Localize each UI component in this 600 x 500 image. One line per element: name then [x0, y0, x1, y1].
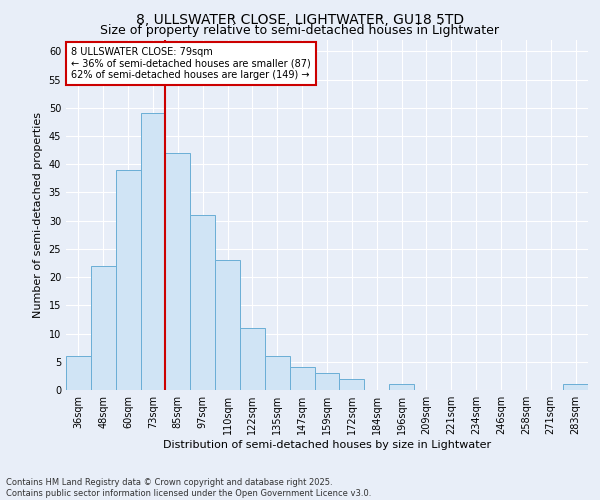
Bar [66, 356, 91, 390]
Bar [240, 328, 265, 390]
Bar [340, 378, 364, 390]
Bar [265, 356, 290, 390]
Bar [91, 266, 116, 390]
Bar [166, 153, 190, 390]
Text: Size of property relative to semi-detached houses in Lightwater: Size of property relative to semi-detach… [101, 24, 499, 37]
X-axis label: Distribution of semi-detached houses by size in Lightwater: Distribution of semi-detached houses by … [163, 440, 491, 450]
Bar [215, 260, 240, 390]
Text: 8, ULLSWATER CLOSE, LIGHTWATER, GU18 5TD: 8, ULLSWATER CLOSE, LIGHTWATER, GU18 5TD [136, 12, 464, 26]
Y-axis label: Number of semi-detached properties: Number of semi-detached properties [33, 112, 43, 318]
Bar [190, 215, 215, 390]
Bar [563, 384, 588, 390]
Text: Contains HM Land Registry data © Crown copyright and database right 2025.
Contai: Contains HM Land Registry data © Crown c… [6, 478, 371, 498]
Bar [389, 384, 414, 390]
Bar [290, 368, 314, 390]
Bar [140, 114, 166, 390]
Text: 8 ULLSWATER CLOSE: 79sqm
← 36% of semi-detached houses are smaller (87)
62% of s: 8 ULLSWATER CLOSE: 79sqm ← 36% of semi-d… [71, 47, 311, 80]
Bar [116, 170, 140, 390]
Bar [314, 373, 340, 390]
